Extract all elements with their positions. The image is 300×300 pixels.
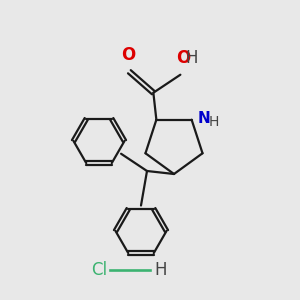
Text: N: N (198, 111, 210, 126)
Text: Cl: Cl (91, 261, 107, 279)
Text: H: H (154, 261, 167, 279)
Text: O: O (176, 49, 190, 67)
Text: H: H (185, 49, 198, 67)
Text: O: O (121, 46, 135, 64)
Text: H: H (208, 115, 218, 129)
